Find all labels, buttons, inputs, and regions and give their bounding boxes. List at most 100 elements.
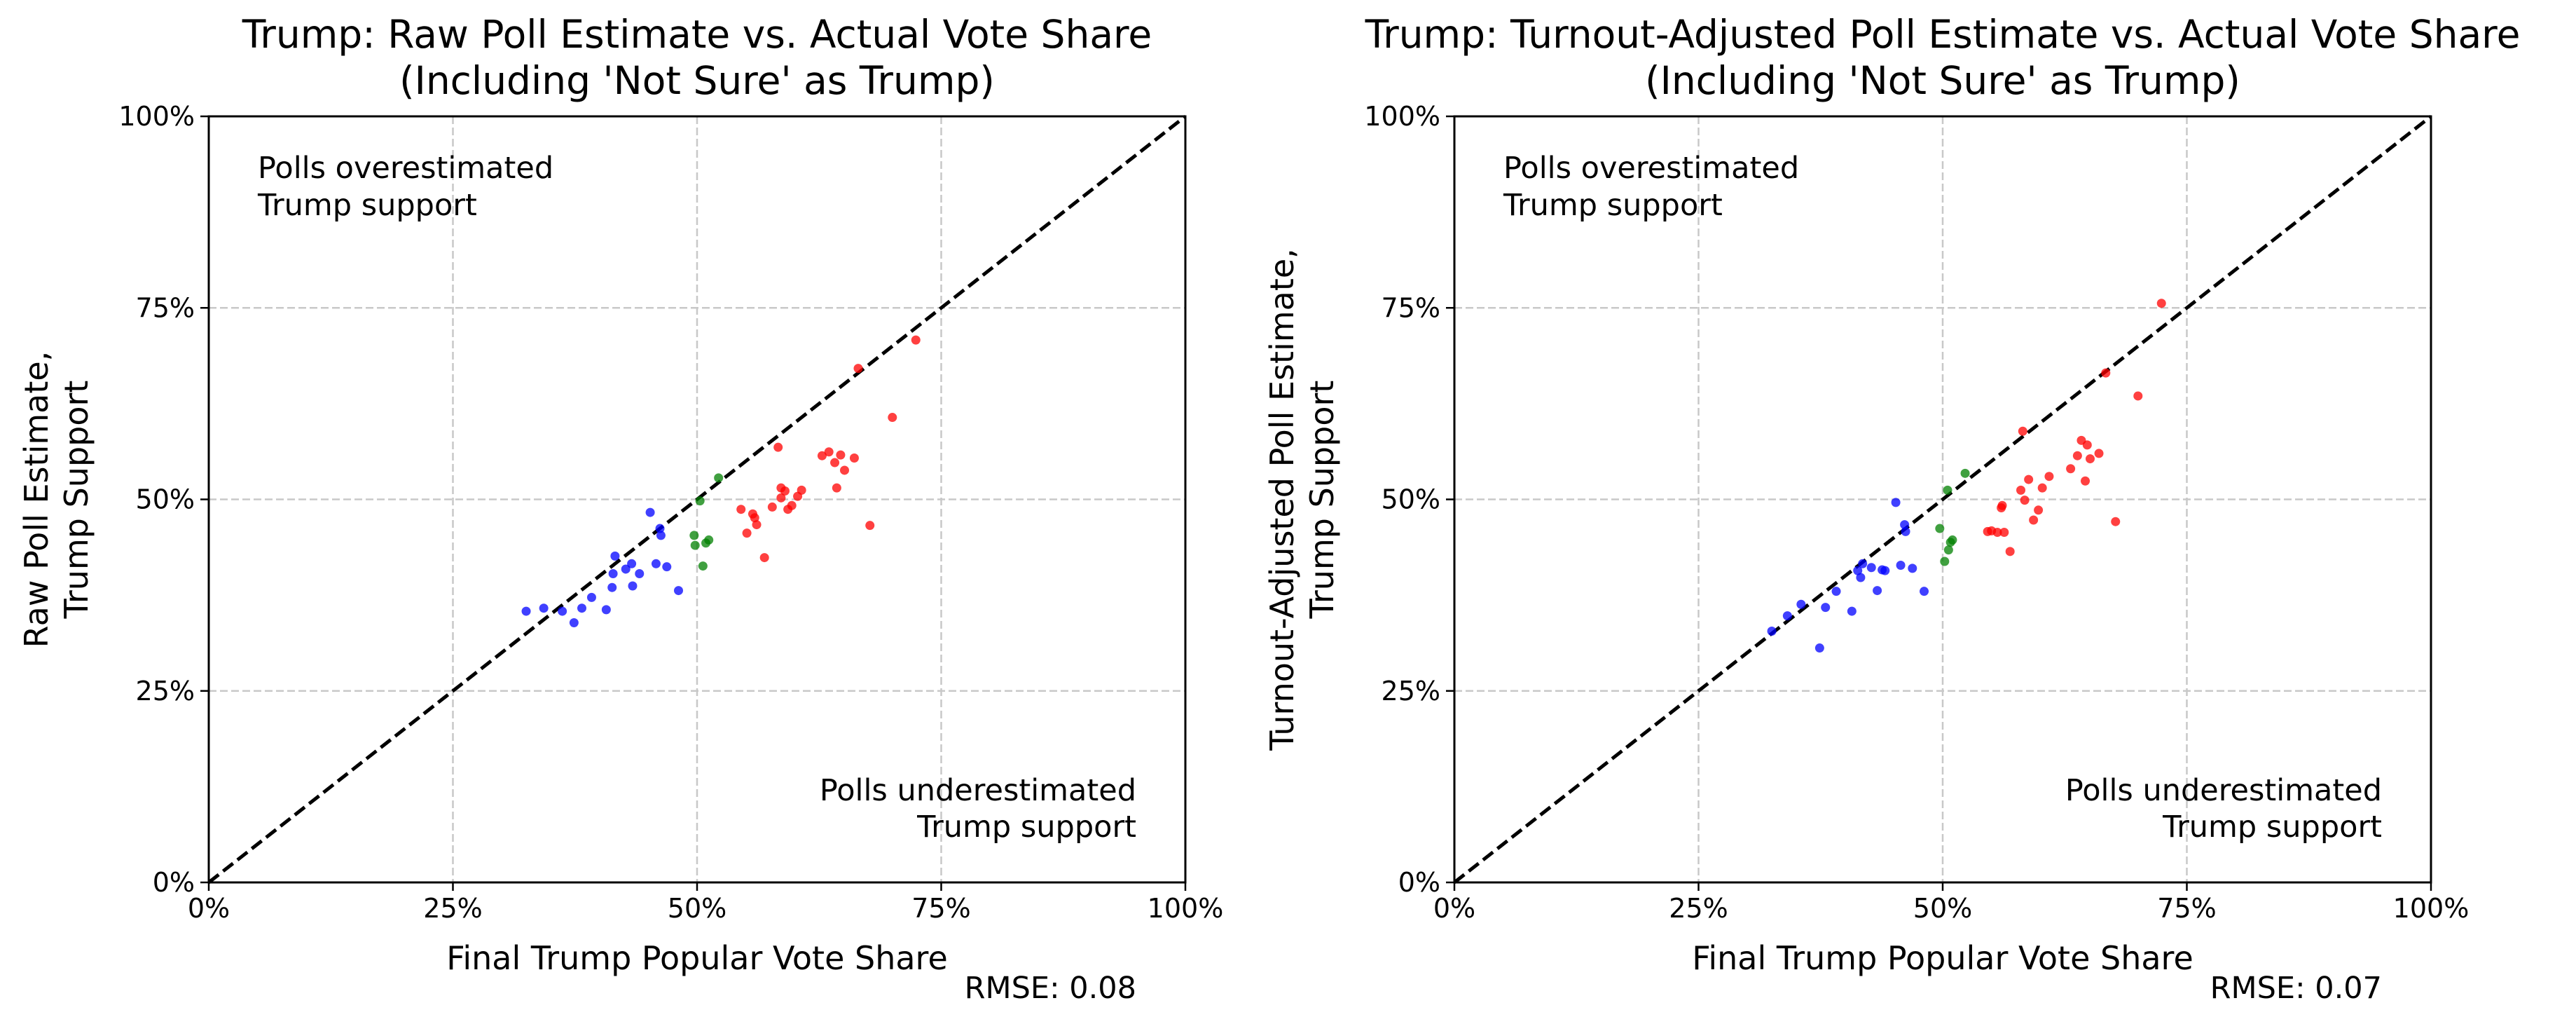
- y-tick-label: 0%: [153, 867, 195, 898]
- data-point: [1821, 603, 1831, 613]
- data-point: [1847, 606, 1857, 616]
- data-point: [539, 603, 549, 613]
- data-point: [607, 582, 617, 592]
- data-point: [1858, 559, 1868, 568]
- y-tick-label: 100%: [1364, 101, 1440, 132]
- annotation-underestimated-line1: Polls underestimated: [2065, 773, 2382, 808]
- data-point: [2020, 496, 2030, 505]
- data-point: [1901, 526, 1910, 536]
- chart-raw-poll: 0%0% 25% 25% 50% 50% 75% 75% 100% 100% Trump: Raw…: [18, 12, 1223, 1006]
- x-tick-label: 25%: [423, 893, 482, 924]
- data-point: [689, 531, 699, 540]
- data-point: [773, 442, 783, 452]
- data-point: [1992, 527, 2002, 537]
- data-point: [836, 450, 846, 460]
- data-point: [2005, 547, 2015, 557]
- y-tick-label: 75%: [136, 292, 195, 323]
- chart-turnout-adjusted-poll: 0%0% 25% 25% 50% 50% 75% 75% 100% 100% Trump: Tur…: [1263, 12, 2520, 1006]
- data-point: [865, 521, 875, 531]
- annotation-underestimated-line2: Trump support: [2162, 810, 2382, 845]
- data-point: [1908, 564, 1917, 573]
- x-tick-label: 25%: [1669, 893, 1728, 924]
- data-point: [621, 564, 631, 574]
- chart-title-line2: (Including 'Not Sure' as Trump): [1645, 58, 2240, 103]
- rmse-label: RMSE: 0.08: [965, 971, 1136, 1006]
- data-point: [736, 505, 746, 514]
- chart-title-line2: (Including 'Not Sure' as Trump): [399, 58, 995, 103]
- data-point: [1853, 566, 1863, 575]
- data-point: [1900, 520, 1910, 530]
- annotation-underestimated-line1: Polls underestimated: [820, 773, 1136, 808]
- data-point: [2018, 426, 2027, 436]
- data-point: [2044, 472, 2054, 482]
- data-point: [1880, 566, 1890, 575]
- data-point: [2085, 454, 2095, 464]
- data-point: [2016, 485, 2026, 495]
- data-point: [2156, 299, 2166, 308]
- rmse-label: RMSE: 0.07: [2210, 971, 2382, 1006]
- x-tick-label: 75%: [911, 893, 970, 924]
- data-point: [2082, 440, 2092, 450]
- annotation-overestimated-line1: Polls overestimated: [258, 151, 553, 186]
- data-point: [569, 617, 579, 627]
- data-point: [608, 569, 618, 579]
- data-point: [521, 606, 531, 616]
- data-point: [824, 447, 834, 457]
- data-point: [759, 553, 769, 563]
- y-tick-label: 0%: [1398, 867, 1440, 898]
- data-point: [839, 465, 849, 475]
- data-point: [2094, 449, 2104, 458]
- data-point: [1896, 560, 1906, 570]
- data-point: [674, 586, 684, 596]
- data-point: [750, 513, 759, 523]
- chart-title-line1: Trump: Raw Poll Estimate vs. Actual Vote…: [242, 12, 1152, 57]
- chart-title-line1: Trump: Turnout-Adjusted Poll Estimate vs…: [1365, 12, 2521, 57]
- data-point: [2029, 515, 2039, 525]
- y-tick-label: 100%: [118, 101, 195, 132]
- data-point: [1796, 599, 1806, 609]
- data-point: [698, 561, 708, 571]
- data-point: [1997, 500, 2007, 510]
- data-point: [601, 605, 611, 615]
- data-point: [586, 592, 596, 602]
- data-point: [704, 535, 714, 545]
- data-point: [780, 486, 790, 496]
- data-point: [2111, 517, 2121, 526]
- y-axis-label-line1: Turnout-Adjusted Poll Estimate,: [1263, 248, 1301, 751]
- data-point: [1767, 626, 1777, 636]
- data-point: [2133, 391, 2143, 401]
- data-point: [1920, 587, 1929, 596]
- data-point: [2072, 451, 2082, 460]
- data-point: [651, 559, 661, 568]
- data-point: [655, 524, 665, 533]
- data-point: [1943, 485, 1952, 495]
- data-point: [628, 581, 638, 591]
- data-point: [1891, 498, 1901, 507]
- data-point: [742, 528, 752, 538]
- data-point: [1948, 535, 1957, 545]
- annotation-overestimated-line2: Trump support: [1503, 188, 1723, 223]
- x-tick-label: 75%: [2157, 893, 2216, 924]
- data-point: [1866, 563, 1876, 573]
- reference-line-y-equals-x: [1453, 115, 2432, 884]
- data-point: [1873, 586, 1882, 596]
- data-point: [797, 485, 806, 495]
- x-tick-label: 0%: [188, 893, 230, 924]
- data-point: [752, 520, 762, 530]
- y-tick-label: 25%: [136, 676, 195, 706]
- y-axis-label-line1: Raw Poll Estimate,: [18, 351, 55, 648]
- x-tick-label: 0%: [1433, 893, 1475, 924]
- data-point: [645, 507, 655, 517]
- data-point: [767, 502, 777, 512]
- y-tick-label: 50%: [1382, 484, 1440, 515]
- data-point: [911, 335, 921, 345]
- data-point: [610, 551, 620, 561]
- data-point: [853, 364, 863, 374]
- data-point: [690, 540, 700, 550]
- data-point: [1856, 573, 1866, 582]
- data-point: [830, 458, 840, 467]
- data-point: [1831, 587, 1841, 596]
- annotation-overestimated-line2: Trump support: [257, 188, 477, 223]
- annotation-overestimated-line1: Polls overestimated: [1503, 151, 1799, 186]
